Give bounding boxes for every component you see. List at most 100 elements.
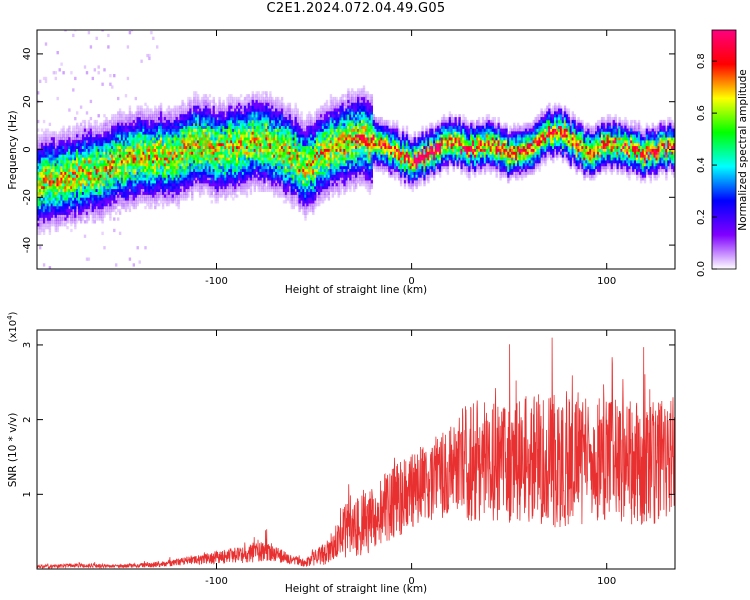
spectrogram-cell — [72, 211, 75, 215]
spectrogram-cell — [261, 177, 264, 181]
spectrogram-cell — [187, 137, 190, 141]
spectrogram-cell — [122, 160, 126, 164]
spectrogram-cell — [185, 148, 188, 152]
spectrogram-cell — [306, 122, 309, 126]
spectrogram-cell — [234, 174, 237, 178]
spectrogram-cell — [304, 174, 307, 178]
spectrogram-cell — [292, 117, 295, 121]
spectrogram-cell — [99, 128, 102, 132]
spectrogram-cell — [140, 105, 143, 109]
spectrogram-cell — [42, 151, 46, 155]
spectrogram-cell — [91, 183, 94, 187]
spectrogram-cell — [154, 168, 157, 172]
spectrogram-cell — [234, 162, 237, 167]
spectrogram-cell — [247, 105, 251, 109]
spectrogram-cell — [91, 200, 94, 204]
spectrogram-cell — [120, 174, 124, 178]
spectrogram-cell — [306, 185, 309, 190]
spectrogram-cell — [243, 125, 247, 129]
spectrogram-cell — [193, 183, 196, 187]
spectrogram-cell — [52, 194, 55, 198]
spectrogram-cell — [306, 168, 309, 172]
spectrogram-cell — [79, 203, 83, 207]
spectrogram-cell — [183, 122, 186, 126]
spectrogram-cell — [158, 119, 161, 124]
spectrogram-cell — [259, 111, 262, 115]
spectrogram-cell — [241, 160, 245, 164]
spectrogram-cell — [228, 102, 231, 106]
spectrogram-cell — [191, 191, 194, 195]
spectrogram-cell — [193, 122, 196, 126]
spectrogram-cell — [218, 165, 221, 170]
spectrogram-cell — [89, 99, 93, 104]
spectrogram-cell — [218, 122, 221, 126]
spectrogram-cell — [146, 122, 149, 126]
spectrogram-cell — [253, 114, 256, 118]
spectrogram-cell — [115, 119, 118, 124]
spectrogram-cell — [288, 119, 292, 124]
spectrogram-cell — [290, 174, 293, 178]
spectrogram-cell — [50, 151, 54, 155]
spectrogram-cell — [118, 125, 122, 129]
spectrogram-cell — [70, 211, 73, 215]
spectrogram-cell — [81, 151, 85, 155]
spectrogram-cell — [136, 122, 139, 126]
spectrogram-cell — [158, 165, 161, 170]
spectrogram-cell — [126, 171, 130, 175]
spectrogram-cell — [292, 134, 295, 138]
spectrogram-cell — [50, 208, 54, 213]
spectrogram-cell — [230, 162, 233, 167]
spectrogram-cell — [286, 117, 290, 121]
spectrogram-cell — [292, 200, 295, 204]
spectrogram-cell — [115, 125, 118, 129]
spectrogram-cell — [128, 125, 132, 129]
spectrogram-cell — [113, 194, 116, 198]
spectrogram-cell — [292, 128, 295, 132]
spectrogram-cell — [310, 197, 313, 201]
spectrogram-cell — [296, 108, 299, 112]
spectrogram-cell — [154, 183, 157, 187]
spectrogram-cell — [257, 142, 260, 147]
spectrogram-cell — [175, 154, 178, 158]
spectrogram-cell — [265, 154, 268, 158]
spectrogram-cell — [312, 197, 315, 201]
spectrogram-cell — [95, 134, 98, 138]
spectrogram-cell — [85, 160, 89, 164]
spectrogram-cell — [150, 117, 153, 121]
spectrogram-cell — [64, 180, 67, 184]
spectrogram-cell — [113, 151, 116, 155]
spectrogram-cell — [62, 171, 65, 175]
spectrogram-cell — [296, 151, 299, 155]
spectrogram-cell — [265, 148, 268, 152]
spectrogram-cell — [278, 185, 282, 190]
spectrogram-cell — [99, 145, 102, 149]
spectrogram-cell — [296, 157, 299, 161]
spectrogram-cell — [273, 151, 276, 155]
spectrogram-cell — [163, 145, 167, 149]
spectrogram-cell — [257, 119, 260, 124]
spectrogram-cell — [159, 137, 163, 141]
spectrogram-cell — [136, 246, 139, 250]
spectrogram-cell — [44, 223, 48, 227]
spectrogram-cell — [169, 148, 173, 152]
spectrogram-cell — [154, 145, 157, 149]
spectrogram-cell — [280, 171, 284, 175]
spectrogram-cell — [195, 162, 198, 167]
spectrogram-cell — [253, 185, 256, 190]
spectrogram-cell — [288, 114, 292, 118]
spectrogram-cell — [197, 105, 200, 109]
spectrogram-cell — [99, 180, 102, 184]
spectrogram-cell — [294, 145, 297, 149]
spectrogram-cell — [56, 180, 59, 184]
spectrogram-cell — [271, 125, 274, 129]
spectrogram-cell — [165, 183, 169, 187]
spectrogram-cell — [226, 114, 229, 118]
spectrogram-cell — [142, 157, 145, 161]
spectrogram-cell — [54, 200, 57, 204]
spectrogram-cell — [296, 197, 299, 201]
spectrogram-cell — [40, 134, 44, 138]
spectrogram-cell — [220, 117, 223, 121]
spectrogram-cell — [198, 108, 202, 112]
spectrogram-cell — [97, 131, 100, 135]
spectrogram-cell — [134, 142, 137, 147]
